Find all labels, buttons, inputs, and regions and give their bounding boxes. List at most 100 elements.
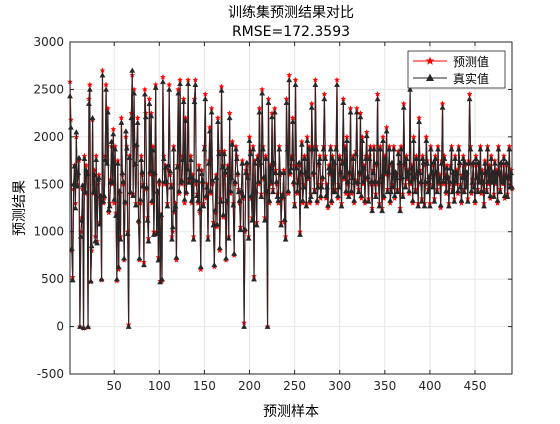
data-point-actual <box>150 147 156 153</box>
data-point-actual <box>456 159 463 165</box>
data-point-actual <box>429 184 436 190</box>
data-point-actual <box>360 178 367 184</box>
data-point-actual <box>439 104 446 110</box>
data-point-actual <box>503 159 510 165</box>
data-point-actual <box>209 177 216 183</box>
data-point-actual <box>234 169 241 176</box>
data-point-actual <box>468 187 475 194</box>
data-point-actual <box>491 160 498 166</box>
axes-box <box>69 41 513 375</box>
data-point-actual <box>311 188 318 195</box>
data-point-actual <box>94 240 101 246</box>
data-point-actual <box>331 159 338 165</box>
data-point-actual <box>140 183 147 189</box>
data-point-actual <box>197 263 204 270</box>
data-point-actual <box>96 221 103 227</box>
data-point-actual <box>224 197 230 203</box>
data-point-actual <box>307 197 313 203</box>
data-point-actual <box>240 192 247 198</box>
data-point-actual <box>176 187 183 194</box>
data-point-actual <box>224 165 231 171</box>
data-point-predicted <box>226 109 233 116</box>
data-point-actual <box>168 184 174 190</box>
data-point-actual <box>205 160 212 166</box>
data-point-actual <box>492 178 499 184</box>
data-point-actual <box>104 160 110 166</box>
data-point-actual <box>443 187 450 194</box>
data-point-actual <box>106 203 113 209</box>
data-point-actual <box>217 198 224 204</box>
data-point-actual <box>307 193 314 199</box>
data-point-actual <box>218 87 225 93</box>
data-point-actual <box>390 146 397 152</box>
data-point-actual <box>505 173 512 179</box>
data-point-actual <box>426 173 432 179</box>
data-point-actual <box>462 159 469 165</box>
data-point-actual <box>422 178 429 184</box>
data-point-actual <box>169 223 176 230</box>
data-point-actual <box>365 198 372 204</box>
data-point-actual <box>184 166 191 172</box>
data-point-predicted <box>146 95 153 102</box>
data-point-actual <box>398 146 404 152</box>
data-point-actual <box>368 178 375 184</box>
data-point-actual <box>412 188 419 195</box>
data-point-actual <box>242 169 249 176</box>
data-point-actual <box>452 155 459 161</box>
data-point-actual <box>196 205 203 212</box>
data-point-actual <box>451 198 458 204</box>
data-point-actual <box>465 160 472 166</box>
data-point-actual <box>446 178 453 184</box>
data-point-actual <box>436 174 443 180</box>
data-point-actual <box>366 155 373 161</box>
data-point-actual <box>325 202 331 208</box>
data-point-actual <box>144 217 151 223</box>
data-point-actual <box>377 146 384 152</box>
data-point-actual <box>281 216 288 222</box>
data-point-actual <box>249 217 256 223</box>
data-point-actual <box>432 155 439 161</box>
data-point-actual <box>114 160 121 166</box>
data-point-actual <box>117 236 124 242</box>
data-point-actual <box>255 178 262 184</box>
data-point-actual <box>164 203 171 209</box>
data-point-actual <box>182 117 189 124</box>
data-point-actual <box>333 146 340 152</box>
data-point-actual <box>165 162 172 168</box>
data-point-actual <box>424 160 431 166</box>
data-point-actual <box>469 179 476 185</box>
data-point-actual <box>396 159 403 165</box>
data-point-actual <box>362 155 369 161</box>
data-point-actual <box>312 81 319 87</box>
data-point-actual <box>187 156 194 162</box>
data-point-actual <box>137 196 144 202</box>
series-markers-actual <box>67 67 515 330</box>
x-tick-label: 450 <box>464 379 487 393</box>
x-axis-label: 预测样本 <box>263 404 319 420</box>
data-point-actual <box>378 173 385 179</box>
data-point-actual <box>236 197 243 203</box>
data-point-actual <box>297 168 304 175</box>
data-point-actual <box>341 173 348 179</box>
data-point-actual <box>112 146 119 152</box>
data-point-actual <box>407 86 414 92</box>
y-tick-label: 1500 <box>33 177 64 191</box>
y-tick-label: 1000 <box>33 225 64 239</box>
data-point-actual <box>472 197 478 203</box>
data-point-actual <box>208 109 215 115</box>
data-point-actual <box>71 163 78 169</box>
data-point-actual <box>232 178 239 184</box>
data-point-actual <box>185 80 192 87</box>
data-point-actual <box>386 146 393 152</box>
data-point-actual <box>423 137 430 143</box>
data-point-actual <box>299 197 306 203</box>
data-point-actual <box>305 173 312 179</box>
data-point-actual <box>262 155 269 161</box>
data-point-actual <box>284 146 291 152</box>
data-point-actual <box>264 323 271 329</box>
data-point-actual <box>158 211 165 217</box>
data-point-actual <box>205 236 211 242</box>
data-point-actual <box>143 184 150 190</box>
data-point-actual <box>334 192 341 198</box>
